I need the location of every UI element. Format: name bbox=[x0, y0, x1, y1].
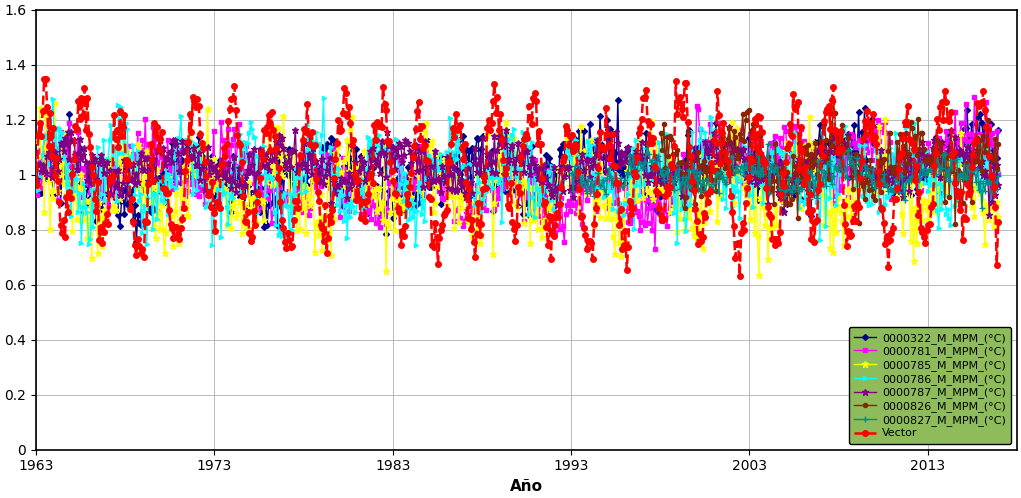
Vector bbox=[204, 204, 216, 210]
Vector bbox=[31, 182, 43, 188]
Line: 0000826_M_MPM_(°C): 0000826_M_MPM_(°C) bbox=[659, 100, 1001, 226]
0000827_M_MPM_(°C) bbox=[957, 176, 969, 182]
0000787_M_MPM_(°C) bbox=[601, 124, 614, 130]
0000827_M_MPM_(°C) bbox=[933, 163, 945, 169]
0000787_M_MPM_(°C) bbox=[302, 151, 314, 157]
0000787_M_MPM_(°C) bbox=[383, 142, 395, 148]
0000786_M_MPM_(°C) bbox=[302, 145, 314, 151]
0000786_M_MPM_(°C) bbox=[517, 128, 529, 134]
Line: 0000786_M_MPM_(°C): 0000786_M_MPM_(°C) bbox=[35, 96, 1001, 247]
0000787_M_MPM_(°C) bbox=[902, 152, 914, 158]
Vector bbox=[38, 76, 50, 82]
0000787_M_MPM_(°C) bbox=[983, 212, 995, 218]
0000785_M_MPM_(°C) bbox=[48, 100, 60, 106]
0000827_M_MPM_(°C) bbox=[925, 166, 937, 172]
0000827_M_MPM_(°C) bbox=[976, 205, 988, 211]
0000322_M_MPM_(°C) bbox=[903, 177, 915, 183]
Line: 0000781_M_MPM_(°C): 0000781_M_MPM_(°C) bbox=[35, 95, 1001, 250]
0000786_M_MPM_(°C) bbox=[384, 156, 396, 162]
0000826_M_MPM_(°C) bbox=[950, 221, 962, 227]
Line: 0000787_M_MPM_(°C): 0000787_M_MPM_(°C) bbox=[34, 124, 1002, 219]
0000787_M_MPM_(°C) bbox=[992, 182, 1005, 188]
0000322_M_MPM_(°C) bbox=[384, 192, 396, 198]
0000786_M_MPM_(°C) bbox=[203, 190, 215, 196]
0000786_M_MPM_(°C) bbox=[867, 179, 879, 185]
Vector bbox=[384, 159, 396, 165]
0000781_M_MPM_(°C) bbox=[902, 159, 914, 165]
0000827_M_MPM_(°C) bbox=[762, 141, 774, 147]
0000787_M_MPM_(°C) bbox=[203, 171, 215, 177]
0000781_M_MPM_(°C) bbox=[514, 165, 526, 171]
0000786_M_MPM_(°C) bbox=[992, 168, 1005, 174]
0000787_M_MPM_(°C) bbox=[514, 153, 526, 159]
Line: Vector: Vector bbox=[34, 76, 1001, 279]
0000826_M_MPM_(°C) bbox=[944, 165, 957, 171]
0000322_M_MPM_(°C) bbox=[612, 97, 624, 103]
0000787_M_MPM_(°C) bbox=[866, 166, 878, 172]
Line: 0000827_M_MPM_(°C): 0000827_M_MPM_(°C) bbox=[569, 141, 1001, 211]
0000781_M_MPM_(°C) bbox=[302, 212, 314, 218]
Vector bbox=[903, 136, 915, 142]
Line: 0000322_M_MPM_(°C): 0000322_M_MPM_(°C) bbox=[35, 98, 1001, 244]
X-axis label: Año: Año bbox=[509, 479, 543, 494]
0000322_M_MPM_(°C) bbox=[867, 140, 879, 146]
0000322_M_MPM_(°C) bbox=[204, 166, 216, 172]
0000826_M_MPM_(°C) bbox=[922, 155, 934, 161]
0000786_M_MPM_(°C) bbox=[31, 176, 43, 182]
Line: 0000785_M_MPM_(°C): 0000785_M_MPM_(°C) bbox=[34, 100, 1002, 279]
Legend: 0000322_M_MPM_(°C), 0000781_M_MPM_(°C), 0000785_M_MPM_(°C), 0000786_M_MPM_(°C), : 0000322_M_MPM_(°C), 0000781_M_MPM_(°C), … bbox=[848, 327, 1011, 444]
0000322_M_MPM_(°C) bbox=[131, 239, 143, 245]
0000826_M_MPM_(°C) bbox=[741, 109, 753, 115]
0000781_M_MPM_(°C) bbox=[866, 156, 878, 162]
0000786_M_MPM_(°C) bbox=[903, 153, 915, 159]
Vector bbox=[867, 111, 879, 117]
0000785_M_MPM_(°C) bbox=[752, 272, 765, 278]
0000785_M_MPM_(°C) bbox=[31, 183, 43, 189]
0000786_M_MPM_(°C) bbox=[318, 95, 330, 101]
0000781_M_MPM_(°C) bbox=[968, 94, 980, 100]
0000785_M_MPM_(°C) bbox=[204, 166, 216, 172]
0000322_M_MPM_(°C) bbox=[992, 127, 1005, 133]
0000322_M_MPM_(°C) bbox=[516, 166, 528, 172]
0000785_M_MPM_(°C) bbox=[304, 202, 317, 208]
0000785_M_MPM_(°C) bbox=[384, 209, 396, 215]
Vector bbox=[304, 141, 317, 147]
0000827_M_MPM_(°C) bbox=[566, 170, 578, 176]
0000827_M_MPM_(°C) bbox=[943, 178, 956, 184]
0000781_M_MPM_(°C) bbox=[31, 192, 43, 198]
0000826_M_MPM_(°C) bbox=[992, 141, 1005, 147]
0000781_M_MPM_(°C) bbox=[383, 180, 395, 186]
0000781_M_MPM_(°C) bbox=[203, 169, 215, 175]
0000785_M_MPM_(°C) bbox=[992, 214, 1005, 220]
0000827_M_MPM_(°C) bbox=[782, 176, 794, 182]
0000826_M_MPM_(°C) bbox=[739, 117, 751, 123]
0000322_M_MPM_(°C) bbox=[304, 144, 317, 150]
Vector bbox=[733, 273, 745, 279]
0000827_M_MPM_(°C) bbox=[992, 173, 1005, 179]
0000785_M_MPM_(°C) bbox=[867, 170, 879, 176]
0000787_M_MPM_(°C) bbox=[31, 176, 43, 182]
0000786_M_MPM_(°C) bbox=[409, 242, 422, 248]
Vector bbox=[516, 154, 528, 160]
0000826_M_MPM_(°C) bbox=[827, 99, 839, 105]
0000781_M_MPM_(°C) bbox=[648, 246, 661, 251]
0000781_M_MPM_(°C) bbox=[992, 171, 1005, 177]
0000322_M_MPM_(°C) bbox=[31, 188, 43, 194]
Vector bbox=[992, 219, 1005, 225]
0000826_M_MPM_(°C) bbox=[654, 130, 667, 136]
0000826_M_MPM_(°C) bbox=[875, 189, 887, 195]
0000826_M_MPM_(°C) bbox=[908, 136, 920, 142]
0000827_M_MPM_(°C) bbox=[602, 165, 615, 171]
0000785_M_MPM_(°C) bbox=[903, 178, 915, 184]
0000785_M_MPM_(°C) bbox=[516, 162, 528, 168]
